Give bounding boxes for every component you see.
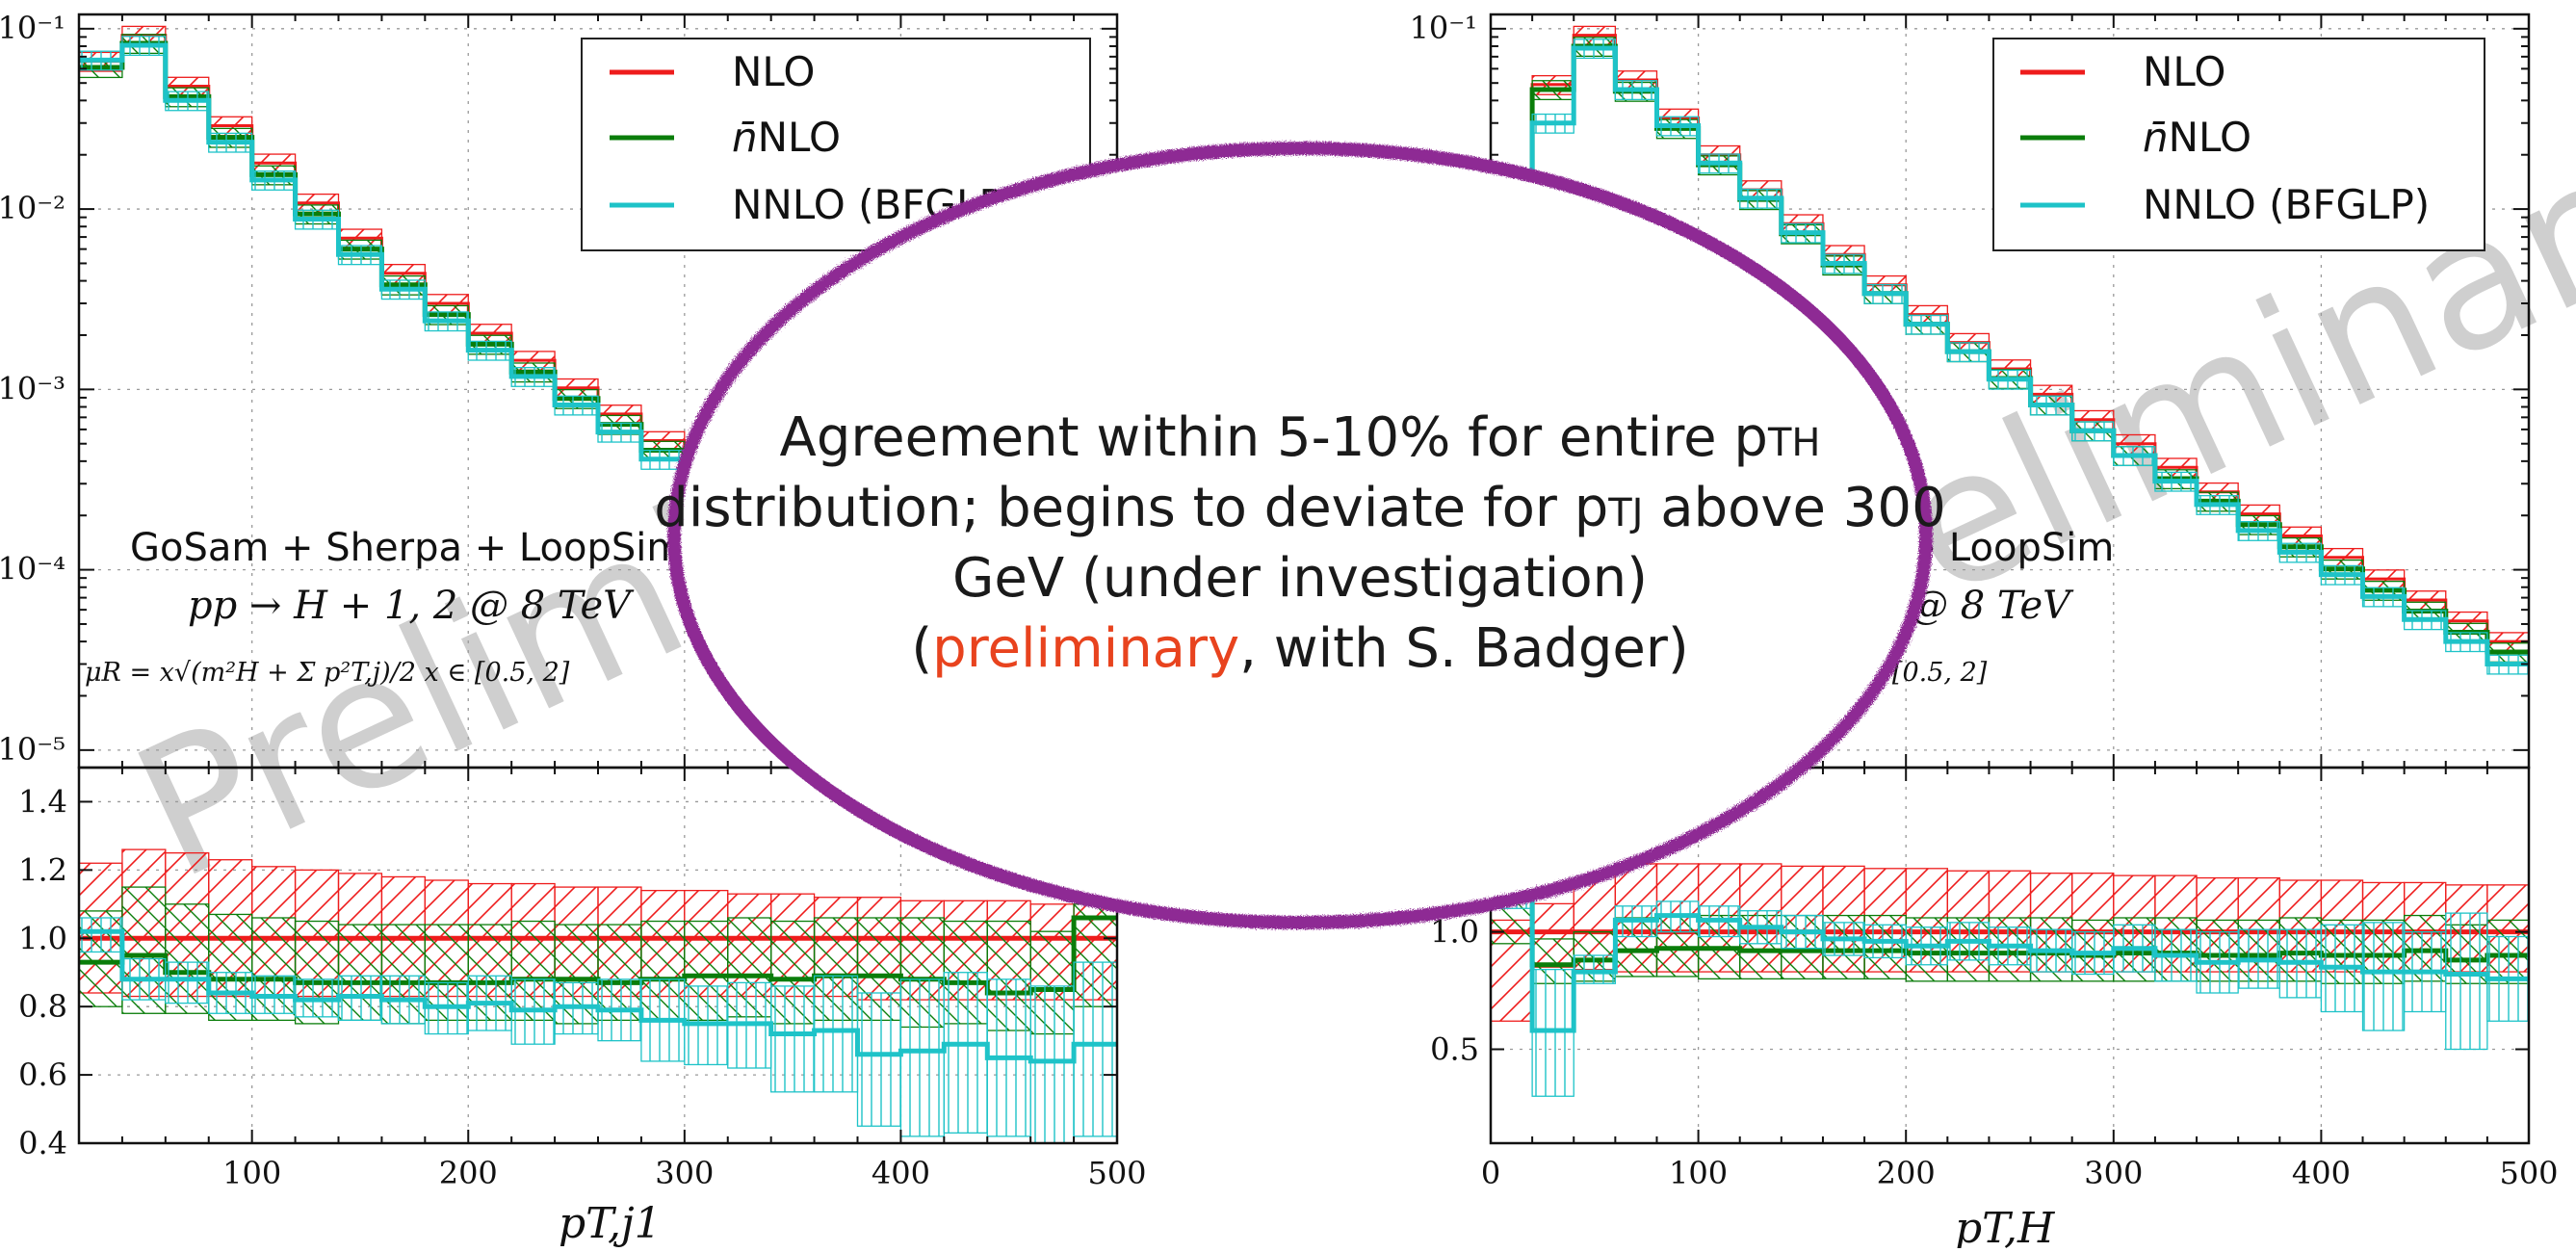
y-tick-label: 1.4: [18, 783, 67, 820]
legend-left-nbar-label: n̄NLO: [732, 114, 841, 161]
ratio-band: [943, 972, 988, 1135]
series-line-nnlo-bfglp: [79, 928, 1117, 1064]
x-tick-label: 100: [222, 1155, 281, 1191]
left-info-scale: μR = x√(m²H + Σ p²T,j)/2 x ∈ [0.5, 2]: [85, 658, 570, 688]
y-tick-label: 0.6: [18, 1056, 67, 1093]
y-tick-label: 10⁻³: [0, 370, 65, 406]
legend-left-nlo-label: NLO: [732, 48, 815, 95]
right-ratio-frame: [1489, 766, 2531, 1145]
ratio-band: [813, 975, 859, 1093]
legend-right: NLO n̄NLO NNLO (BFGLP): [1992, 38, 2485, 251]
right-main-plot: [1491, 25, 2529, 753]
ratio-band: [165, 961, 210, 1004]
right-xlabel: pT,H: [1955, 1204, 2056, 1248]
y-tick-label: 1.0: [18, 920, 67, 956]
left-ratio-ticks: 0.4 0.6 0.8 1.0 1.2 1.4 100 200 300 400 500: [18, 768, 1147, 1191]
x-tick-label: 400: [2292, 1155, 2351, 1191]
x-tick-label: 300: [655, 1155, 714, 1191]
left-xlabel: pT,j1: [559, 1199, 662, 1248]
callout-line-1: Agreement within 5-10% for entire pTH: [780, 406, 1821, 469]
ratio-band: [2445, 912, 2488, 1051]
series-line-nnlo-bfglp: [1491, 45, 2529, 753]
callout-line-2: distribution; begins to deviate for pTJ …: [654, 477, 1945, 539]
x-tick-label: 0: [1481, 1155, 1500, 1191]
left-ratio-panel: 0.4 0.6 0.8 1.0 1.2 1.4 100 200 300 400 500: [18, 766, 1147, 1191]
left-info-process: pp → H + 1, 2 @ 8 TeV: [188, 584, 635, 628]
series-nnlo-bfglp: [79, 917, 1117, 1143]
y-tick-label: 0.4: [18, 1125, 67, 1161]
y-tick-label: 10⁻²: [0, 190, 65, 226]
y-tick-label: 0.8: [18, 988, 67, 1025]
series-line-nnlo-bfglp: [1491, 882, 2529, 1033]
series-nnlo-bfglp: [1491, 39, 2529, 753]
left-info-generator: GoSam + Sherpa + LoopSim: [130, 526, 684, 570]
x-tick-label: 400: [872, 1155, 930, 1191]
y-tick-label: 10⁻⁴: [0, 551, 65, 587]
y-tick-label: 10⁻⁵: [0, 731, 65, 768]
x-tick-label: 100: [1669, 1155, 1728, 1191]
callout: Agreement within 5-10% for entire pTH di…: [654, 142, 1946, 929]
right-ratio-ticks: 0.51.00 100 200 300 400 500: [1430, 768, 2559, 1191]
y-tick-label: 10⁻¹: [0, 10, 65, 46]
callout-line-4: (preliminary, with S. Badger): [911, 617, 1688, 680]
ratio-band: [899, 978, 945, 1137]
ratio-band: [79, 917, 123, 953]
legend-right-nnlo-label: NNLO (BFGLP): [2143, 181, 2430, 228]
y-tick-label: 0.5: [1430, 1031, 1479, 1068]
ratio-band: [2361, 922, 2406, 1031]
legend-right-nbar-label: n̄NLO: [2143, 114, 2251, 161]
x-tick-label: 500: [1087, 1155, 1146, 1191]
x-tick-label: 200: [1877, 1155, 1936, 1191]
x-tick-label: 200: [439, 1155, 498, 1191]
right-ratio-plot: [1491, 863, 2529, 1097]
callout-ellipse: [667, 142, 1933, 929]
ratio-band: [770, 985, 816, 1093]
x-tick-label: 500: [2499, 1155, 2558, 1191]
ratio-band: [1073, 961, 1117, 1137]
legend-right-nlo-label: NLO: [2143, 48, 2225, 95]
callout-line-3: GeV (under investigation): [952, 547, 1648, 610]
right-main-panel: 10⁻¹: [1410, 10, 2531, 769]
ratio-band: [1029, 985, 1075, 1143]
y-tick-label: 1.2: [18, 851, 67, 888]
ratio-band: [856, 992, 902, 1127]
left-ratio-plot: [79, 848, 1117, 1143]
x-tick-label: 300: [2084, 1155, 2143, 1191]
y-tick-label: 10⁻¹: [1410, 10, 1477, 46]
